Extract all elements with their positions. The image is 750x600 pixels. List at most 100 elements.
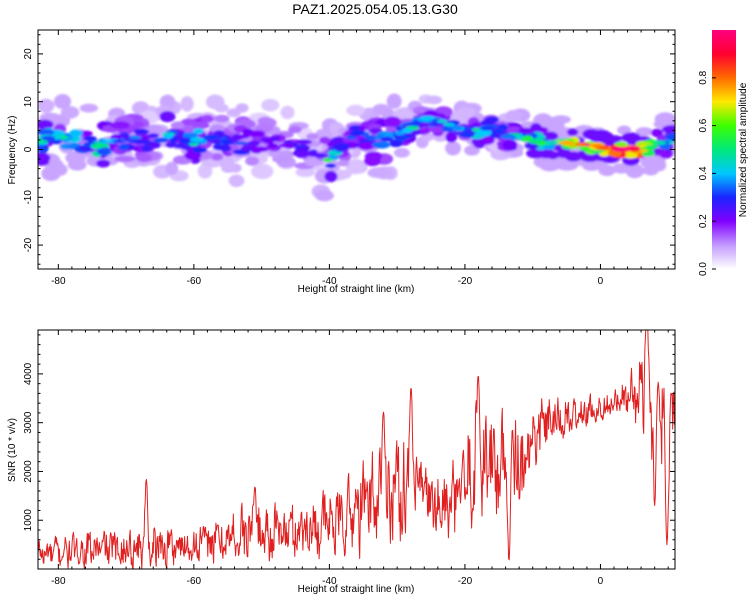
heatmap-cell	[529, 139, 541, 145]
heatmap-cell	[364, 135, 376, 140]
heatmap-cell	[170, 121, 185, 130]
y-tick-label: 20	[23, 48, 34, 60]
heatmap-cell	[153, 137, 169, 143]
heatmap-cell	[621, 132, 641, 143]
heatmap-cell	[283, 140, 293, 145]
heatmap-cell	[363, 156, 381, 167]
heatmap-cell	[452, 125, 463, 131]
heatmap-cell	[331, 136, 347, 144]
heatmap-cell	[48, 165, 67, 175]
heatmap-cell	[526, 148, 547, 159]
heatmap-cell	[530, 122, 542, 133]
heatmap-cell	[53, 94, 72, 109]
heatmap-cell	[38, 139, 48, 144]
heatmap-cell	[401, 128, 413, 134]
heatmap-cell	[533, 155, 554, 169]
snr-series-line	[38, 330, 675, 569]
x-tick-label: -40	[322, 276, 337, 287]
heatmap-cell	[567, 128, 579, 137]
heatmap-cell	[524, 142, 540, 149]
heatmap-cell	[218, 156, 235, 170]
heatmap-cell	[38, 119, 54, 130]
heatmap-cell	[611, 163, 631, 174]
heatmap-cell	[419, 115, 436, 121]
heatmap-cell	[635, 127, 653, 137]
x-axis-label: Height of straight line (km)	[298, 284, 415, 295]
heatmap-cell	[220, 145, 232, 152]
heatmap-cell	[245, 156, 260, 166]
heatmap-cell	[386, 93, 402, 109]
x-axis-label-2: Height of straight line (km)	[298, 584, 415, 595]
heatmap-cell	[479, 135, 495, 145]
colorbar-tick-label: 0.6	[698, 118, 709, 132]
heatmap-cell	[480, 119, 494, 126]
heatmap-cell	[147, 133, 160, 138]
heatmap-cell	[133, 128, 150, 135]
heatmap-cell	[96, 147, 111, 156]
heatmap-cell	[165, 141, 178, 148]
x-tick-label: -60	[187, 576, 202, 587]
heatmap-cell	[642, 150, 655, 157]
heatmap-cell	[651, 128, 664, 138]
heatmap-cell	[555, 150, 574, 159]
heatmap-cell	[182, 132, 198, 139]
heatmap-cell	[38, 129, 55, 136]
heatmap-cell	[372, 141, 391, 149]
y-tick-label: 3000	[23, 411, 34, 434]
colorbar-tick-label: 0.0	[698, 262, 709, 276]
heatmap-cell	[263, 138, 274, 144]
heatmap-cell	[336, 144, 351, 148]
heatmap-cell	[114, 155, 135, 163]
heatmap-cell	[593, 131, 614, 140]
heatmap-cell	[319, 136, 331, 145]
heatmap-cell	[500, 134, 516, 140]
heatmap-cell	[165, 161, 179, 175]
heatmap-cell	[630, 148, 641, 152]
heatmap-cell	[623, 151, 638, 159]
heatmap-cell	[90, 143, 101, 148]
colorbar-tick-label: 0.2	[698, 214, 709, 228]
heatmap-cell	[294, 147, 310, 152]
y-tick-label: 4000	[23, 362, 34, 385]
heatmap-cell	[60, 106, 80, 119]
spectrogram-panel: -80 -60 -40 -20 0 -20 -10 0 10 20 Height of strai…	[7, 29, 676, 295]
heatmap-cell	[267, 142, 278, 149]
x-tick-label: -60	[187, 276, 202, 287]
heatmap-cell	[493, 128, 505, 134]
heatmap-cell	[307, 151, 320, 157]
heatmap-cell	[662, 125, 675, 134]
heatmap-cell	[248, 130, 265, 138]
colorbar-tick-label: 0.4	[698, 166, 709, 180]
chart-title: PAZ1.2025.054.05.13.G30	[292, 1, 458, 17]
heatmap-cell	[38, 157, 50, 166]
heatmap-cell	[665, 133, 675, 141]
heatmap-cell	[295, 167, 316, 178]
heatmap-cell	[38, 98, 55, 113]
colorbar-label: Normalized spectral amplitude	[738, 82, 749, 217]
heatmap-cell	[251, 146, 269, 152]
heatmap-cell	[69, 129, 83, 137]
heatmap-cell	[189, 137, 205, 142]
snr-panel: -80 -60 -40 -20 0 1000 2000 3000 4000 Height of …	[7, 329, 676, 595]
heatmap-cell	[358, 142, 375, 151]
heatmap-cell	[201, 114, 214, 123]
y-tick-label: 0	[23, 146, 34, 152]
heatmap-cell	[221, 139, 234, 145]
heatmap-cell	[393, 147, 410, 158]
y-tick-label: 1000	[23, 509, 34, 532]
heatmap-cell	[210, 152, 224, 161]
heatmap-cell	[235, 134, 250, 139]
heatmap-cell	[261, 98, 280, 112]
heatmap-cell	[445, 141, 462, 156]
heatmap-cell	[647, 144, 658, 149]
spectrogram-heatmap	[38, 93, 675, 202]
heatmap-cell	[408, 122, 421, 127]
heatmap-cell	[653, 140, 666, 145]
heatmap-cell	[445, 131, 458, 143]
heatmap-cell	[251, 163, 274, 180]
heatmap-cell	[574, 142, 586, 147]
y-tick-label: 10	[23, 96, 34, 108]
heatmap-cell	[181, 118, 197, 126]
heatmap-cell	[314, 189, 334, 202]
